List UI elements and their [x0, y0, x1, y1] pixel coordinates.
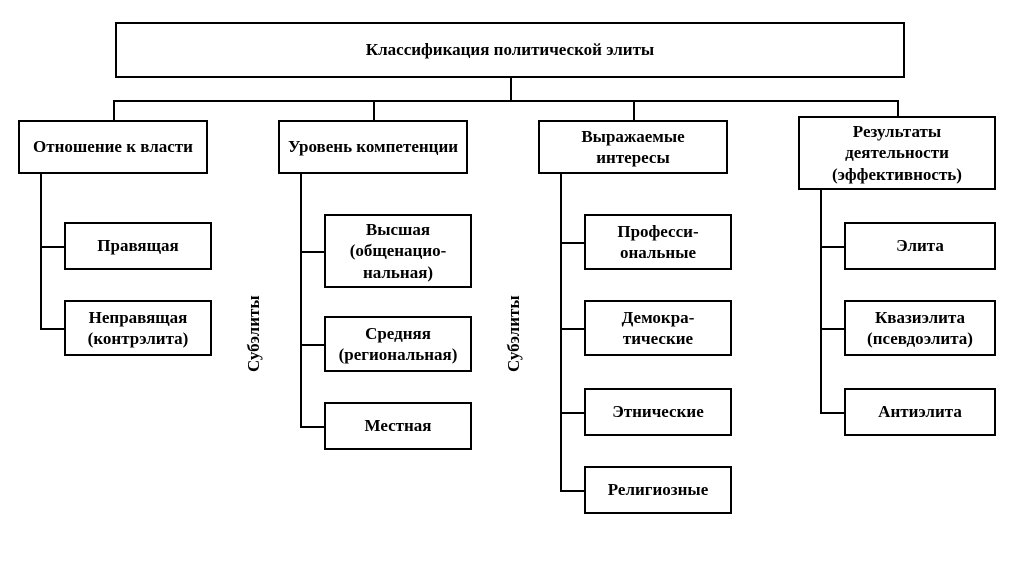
child-label: Квазиэлита (псевдоэлита)	[852, 307, 988, 350]
child-label: Демокра­тические	[592, 307, 724, 350]
branch-header-label: Отношение к власти	[33, 136, 193, 157]
child-box: Квазиэлита (псевдоэлита)	[844, 300, 996, 356]
child-label: Этнические	[612, 401, 704, 422]
child-box: Правящая	[64, 222, 212, 270]
branch-header-label: Выражаемые интересы	[546, 126, 720, 169]
child-box: Религиозные	[584, 466, 732, 514]
sublabel-1: Субэлиты	[244, 270, 264, 398]
child-box: Средняя (региональная)	[324, 316, 472, 372]
child-label: Высшая (общенацио­нальная)	[332, 219, 464, 283]
child-box: Демокра­тические	[584, 300, 732, 356]
branch-header-2: Выражаемые интересы	[538, 120, 728, 174]
child-box: Элита	[844, 222, 996, 270]
child-box: Высшая (общенацио­нальная)	[324, 214, 472, 288]
child-label: Антиэлита	[878, 401, 962, 422]
child-box: Неправящая (контрэлита)	[64, 300, 212, 356]
child-label: Неправящая (контрэлита)	[72, 307, 204, 350]
branch-header-label: Уровень компетенции	[288, 136, 458, 157]
branch-header-label: Результаты деятельности (эффективность)	[806, 121, 988, 185]
branch-header-0: Отношение к власти	[18, 120, 208, 174]
root-box: Классификация политической элиты	[115, 22, 905, 78]
child-box: Местная	[324, 402, 472, 450]
branch-header-1: Уровень компетенции	[278, 120, 468, 174]
child-label: Местная	[365, 415, 432, 436]
child-box: Антиэлита	[844, 388, 996, 436]
child-box: Этнические	[584, 388, 732, 436]
child-label: Правящая	[97, 235, 178, 256]
root-label: Классификация политической элиты	[366, 39, 654, 60]
sublabel-2: Субэлиты	[504, 270, 524, 398]
child-box: Професси­ональные	[584, 214, 732, 270]
child-label: Религиозные	[608, 479, 709, 500]
child-label: Элита	[896, 235, 944, 256]
child-label: Средняя (региональная)	[332, 323, 464, 366]
child-label: Професси­ональные	[592, 221, 724, 264]
branch-header-3: Результаты деятельности (эффективность)	[798, 116, 996, 190]
